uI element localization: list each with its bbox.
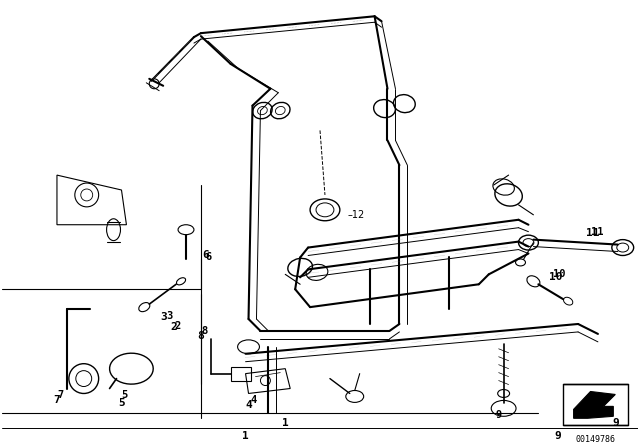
Text: 11: 11 bbox=[586, 228, 600, 238]
Text: 7: 7 bbox=[57, 391, 63, 401]
Text: 9: 9 bbox=[555, 431, 562, 441]
Text: 11: 11 bbox=[591, 227, 604, 237]
Text: 7: 7 bbox=[54, 396, 60, 405]
Text: 5: 5 bbox=[118, 398, 125, 409]
Text: 00149786: 00149786 bbox=[575, 435, 616, 444]
Text: 1: 1 bbox=[282, 418, 289, 428]
Text: 2: 2 bbox=[174, 321, 180, 331]
Text: 10: 10 bbox=[553, 269, 566, 280]
Text: 8: 8 bbox=[201, 326, 207, 336]
Text: 2: 2 bbox=[171, 322, 177, 332]
Bar bbox=[230, 366, 250, 380]
Text: –12: –12 bbox=[348, 210, 365, 220]
Text: 3: 3 bbox=[166, 311, 172, 321]
Text: 9: 9 bbox=[612, 418, 619, 428]
Text: 5: 5 bbox=[122, 391, 128, 401]
Text: 8: 8 bbox=[198, 331, 204, 341]
Text: 4: 4 bbox=[245, 401, 252, 410]
Bar bbox=[563, 383, 628, 425]
Text: 10: 10 bbox=[550, 272, 563, 282]
Text: 3: 3 bbox=[161, 312, 168, 322]
Polygon shape bbox=[57, 175, 127, 225]
Polygon shape bbox=[573, 392, 615, 418]
Text: 9: 9 bbox=[496, 410, 502, 420]
Text: 1: 1 bbox=[242, 431, 249, 441]
Text: 6: 6 bbox=[202, 250, 209, 260]
Text: 6: 6 bbox=[206, 253, 212, 263]
Text: 4: 4 bbox=[250, 396, 257, 405]
